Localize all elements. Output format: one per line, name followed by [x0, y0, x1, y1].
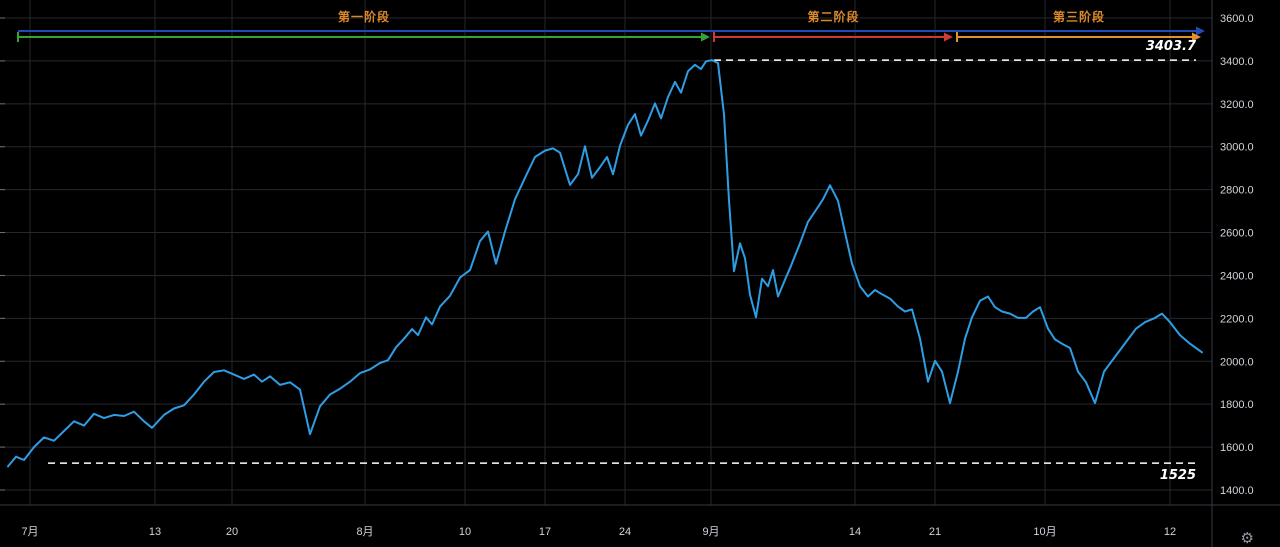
phase-1-label: 第一阶段: [337, 10, 391, 24]
x-axis-label: 13: [149, 526, 161, 538]
x-axis-label: 21: [929, 526, 941, 538]
y-axis-label: 2600.0: [1220, 228, 1254, 240]
y-axis-label: 1600.0: [1220, 442, 1254, 454]
y-axis-label: 2400.0: [1220, 270, 1254, 282]
x-axis-label: 20: [226, 526, 238, 538]
phase-arrow-2-arrowhead: [944, 32, 953, 42]
y-axis-label: 2800.0: [1220, 185, 1254, 197]
x-axis-label: 10月: [1033, 526, 1056, 538]
x-axis-label: 14: [849, 526, 861, 538]
y-axis-label: 2000.0: [1220, 356, 1254, 368]
baseline-arrow-arrowhead: [1196, 26, 1205, 36]
support-price-label: 1525: [1159, 468, 1196, 484]
x-axis-label: 17: [539, 526, 551, 538]
x-axis-label: 9月: [702, 526, 719, 538]
x-axis-label: 7月: [21, 526, 38, 538]
x-axis-label: 12: [1164, 526, 1176, 538]
phase-2-label: 第二阶段: [807, 10, 860, 24]
phase-arrow-3-arrowhead: [1192, 32, 1201, 42]
y-axis-label: 3400.0: [1220, 56, 1254, 68]
x-axis-label: 10: [459, 526, 471, 538]
resistance-price-label: 3403.7: [1145, 39, 1196, 55]
y-axis-label: 3000.0: [1220, 142, 1254, 154]
time-scale-settings-gear-icon[interactable]: ⚙: [1240, 530, 1254, 547]
price-line-series[interactable]: [7, 59, 1203, 468]
y-axis-label: 3600.0: [1220, 13, 1254, 25]
y-axis-label: 3200.0: [1220, 99, 1254, 111]
x-axis-label: 24: [619, 526, 631, 538]
x-axis-label: 8月: [356, 526, 373, 538]
y-axis-label: 1400.0: [1220, 485, 1254, 497]
phase-3-label: 第三阶段: [1052, 10, 1106, 24]
y-axis-label: 2200.0: [1220, 313, 1254, 325]
y-axis-label: 1800.0: [1220, 399, 1254, 411]
phase-arrow-1-arrowhead: [701, 32, 710, 42]
